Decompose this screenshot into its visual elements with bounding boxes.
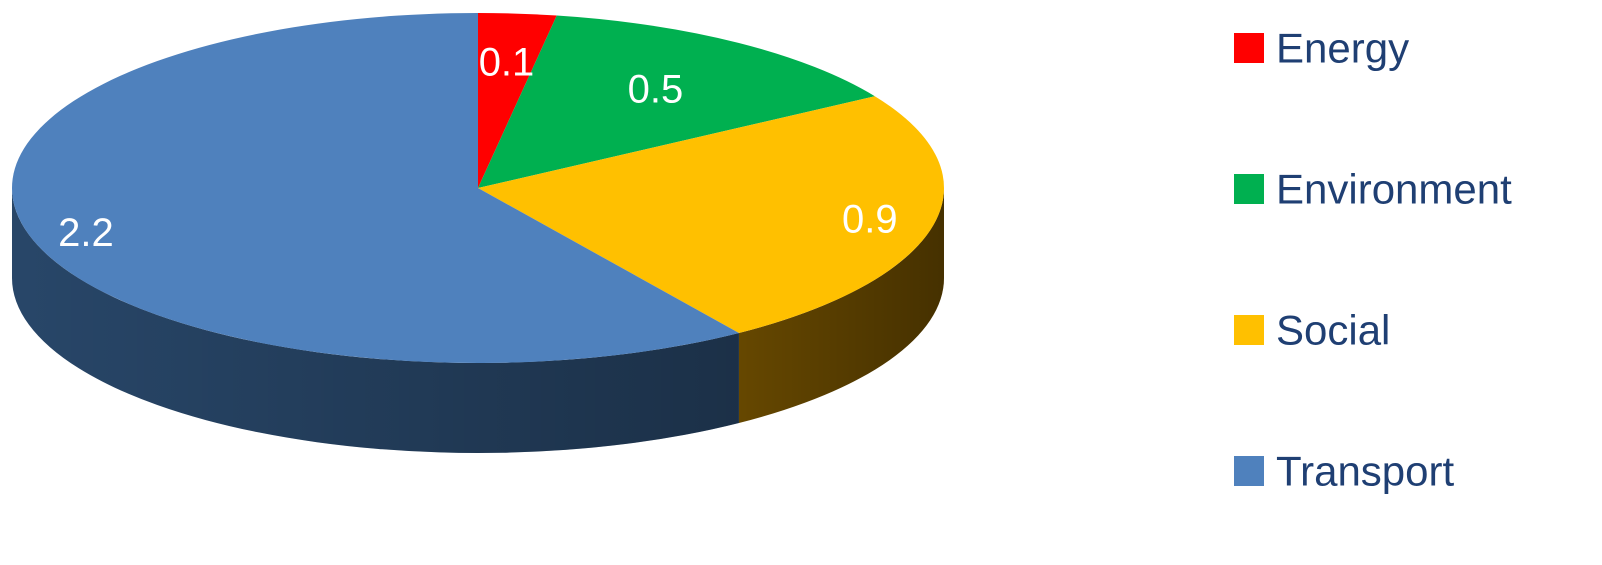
pie-slice-transport (11, 13, 739, 363)
legend-swatch-energy (1234, 33, 1264, 63)
data-label-social: 0.9 (842, 198, 898, 242)
legend-swatch-environment (1234, 174, 1264, 204)
pie-slice-social (478, 96, 944, 333)
legend-label-transport: Transport (1276, 448, 1455, 495)
legend-item-energy: Energy (1234, 25, 1409, 72)
data-label-transport: 2.2 (58, 211, 114, 255)
legend-label-environment: Environment (1276, 166, 1512, 213)
legend-item-environment: Environment (1234, 166, 1512, 213)
pie-labels-layer: 0.1 0.5 0.9 2.2 (58, 41, 898, 256)
pie-side-shade-social (738, 188, 944, 423)
legend-label-energy: Energy (1276, 25, 1409, 72)
data-label-environment: 0.5 (628, 67, 684, 111)
pie-side-social (738, 188, 944, 423)
legend-swatch-social (1234, 315, 1264, 345)
legend-label-social: Social (1276, 307, 1390, 354)
pie-side-shade-transport (12, 188, 739, 453)
pie-side-layer (12, 188, 944, 453)
legend-item-social: Social (1234, 307, 1390, 354)
legend-swatch-transport (1234, 456, 1264, 486)
legend-item-transport: Transport (1234, 448, 1455, 495)
pie-slice-environment (478, 15, 875, 189)
pie-side-transport (12, 188, 739, 453)
legend: Energy Environment Social Transport (1234, 25, 1512, 495)
data-label-energy: 0.1 (479, 41, 535, 85)
pie-top-layer (11, 13, 944, 363)
pie-slice-energy (478, 13, 557, 188)
